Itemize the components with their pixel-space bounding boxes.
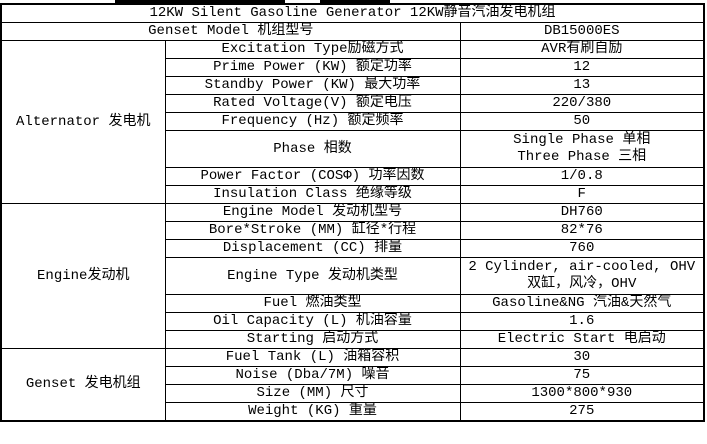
cropped-text-remnant-left	[115, 0, 285, 3]
spec-label-weight: Weight (KG) 重量	[164, 402, 461, 422]
table-row: Alternator 发电机 Excitation Type励磁方式 AVR有刷…	[0, 40, 705, 204]
spec-label-engine-model: Engine Model 发动机型号	[164, 203, 461, 222]
spec-value-engine-model: DH760	[459, 203, 705, 222]
spec-value-power-factor: 1/0.8	[459, 167, 705, 186]
table-row: Power Factor (COSΦ) 功率因数 1/0.8	[1, 167, 705, 186]
spec-label-fuel-tank: Fuel Tank (L) 油箱容积	[164, 348, 461, 367]
spec-value-standby-power: 13	[459, 76, 705, 95]
spec-value-frequency: 50	[459, 112, 705, 131]
table-row: Genset 发电机组 Fuel Tank (L) 油箱容积 30	[0, 348, 705, 422]
spec-label-starting: Starting 启动方式	[164, 330, 461, 349]
spec-value-phase: Single Phase 单相 Three Phase 三相	[459, 130, 705, 168]
spec-value-starting: Electric Start 电启动	[459, 330, 705, 349]
spec-label-displacement: Displacement (CC) 排量	[164, 239, 461, 258]
table-row: Frequency (Hz) 额定频率 50	[1, 112, 705, 131]
table-row: Standby Power (KW) 最大功率 13	[1, 76, 705, 95]
spec-value-weight: 275	[459, 402, 705, 422]
spec-value-prime-power: 12	[459, 58, 705, 77]
spec-value-rated-voltage: 220/380	[459, 94, 705, 113]
cropped-text-remnant-right	[320, 0, 390, 3]
table-title: 12KW Silent Gasoline Generator 12KW静音汽油发…	[0, 3, 705, 23]
spec-value-bore-stroke: 82*76	[459, 221, 705, 240]
table-row: 12KW Silent Gasoline Generator 12KW静音汽油发…	[0, 3, 705, 23]
spec-value-fuel: Gasoline&NG 汽油&天然气	[459, 294, 705, 313]
table-row: Oil Capacity (L) 机油容量 1.6	[1, 312, 705, 331]
spec-label-standby-power: Standby Power (KW) 最大功率	[164, 76, 461, 95]
spec-label-genset-model: Genset Model 机组型号	[0, 22, 461, 41]
table-row: Starting 启动方式 Electric Start 电启动	[1, 330, 705, 349]
spec-label-size: Size (MM) 尺寸	[164, 384, 461, 403]
section-engine: Engine发动机	[0, 203, 166, 349]
spec-label-phase: Phase 相数	[164, 130, 461, 168]
spec-label-rated-voltage: Rated Voltage(V) 额定电压	[164, 94, 461, 113]
spec-value-displacement: 760	[459, 239, 705, 258]
table-row: Fuel 燃油类型 Gasoline&NG 汽油&天然气	[1, 294, 705, 313]
table-row: Size (MM) 尺寸 1300*800*930	[1, 384, 705, 403]
spec-value-oil-capacity: 1.6	[459, 312, 705, 331]
spec-label-noise: Noise (Dba/7M) 噪音	[164, 366, 461, 385]
spec-label-bore-stroke: Bore*Stroke (MM) 缸径*行程	[164, 221, 461, 240]
table-row: Genset Model 机组型号 DB15000ES	[0, 22, 705, 41]
spec-label-fuel: Fuel 燃油类型	[164, 294, 461, 313]
spec-value-insulation-class: F	[459, 185, 705, 204]
spec-value-noise: 75	[459, 366, 705, 385]
spec-value-size: 1300*800*930	[459, 384, 705, 403]
table-row: Phase 相数 Single Phase 单相 Three Phase 三相	[1, 130, 705, 168]
spec-label-oil-capacity: Oil Capacity (L) 机油容量	[164, 312, 461, 331]
section-alternator: Alternator 发电机	[0, 40, 166, 204]
spec-label-excitation-type: Excitation Type励磁方式	[164, 40, 461, 59]
spec-value-engine-type: 2 Cylinder, air-cooled, OHV 双缸，风冷，OHV	[459, 257, 705, 295]
spec-label-frequency: Frequency (Hz) 额定频率	[164, 112, 461, 131]
spec-label-insulation-class: Insulation Class 绝缘等级	[164, 185, 461, 204]
table-row: Engine发动机 Engine Model 发动机型号 DH760	[0, 203, 705, 349]
spec-label-power-factor: Power Factor (COSΦ) 功率因数	[164, 167, 461, 186]
spec-label-prime-power: Prime Power (KW) 额定功率	[164, 58, 461, 77]
spec-value-fuel-tank: 30	[459, 348, 705, 367]
spec-value-excitation-type: AVR有刷自励	[459, 40, 705, 59]
spec-label-engine-type: Engine Type 发动机类型	[164, 257, 461, 295]
generator-spec-table: 12KW Silent Gasoline Generator 12KW静音汽油发…	[0, 3, 706, 422]
table-row: Weight (KG) 重量 275	[1, 402, 705, 422]
section-genset: Genset 发电机组	[0, 348, 166, 422]
spec-value-genset-model: DB15000ES	[459, 22, 705, 41]
